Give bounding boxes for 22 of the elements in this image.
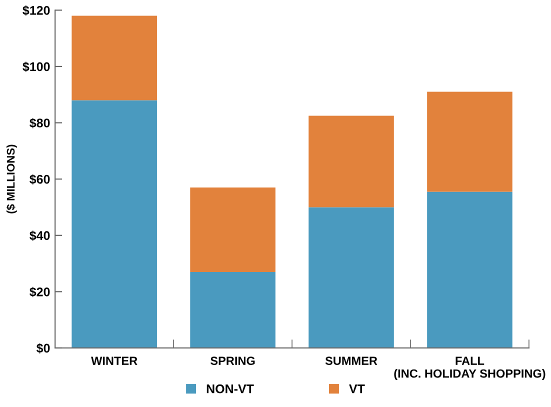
x-tick-label: WINTER xyxy=(91,356,138,365)
y-tick-label: $60 xyxy=(30,174,50,185)
y-tick-label: $80 xyxy=(30,118,50,128)
y-tick-label: $120 xyxy=(22,5,50,16)
x-tick-label: SUMMER xyxy=(325,356,378,365)
bar xyxy=(72,16,157,100)
x-tick-label: FALL (INC. HOLIDAY SHOPPING) xyxy=(394,356,546,380)
bar xyxy=(308,116,394,208)
y-tick-label: $0 xyxy=(36,343,50,354)
bar xyxy=(72,100,157,348)
y-tick-label: $20 xyxy=(30,286,50,298)
bar xyxy=(427,192,512,348)
bar xyxy=(308,207,394,348)
y-tick-label: $40 xyxy=(30,230,50,241)
y-axis-title: ($ MILLIONS) xyxy=(6,144,17,214)
bar xyxy=(190,188,276,272)
bar xyxy=(427,92,512,192)
legend-label: VT xyxy=(349,384,365,394)
x-tick-label: SPRING xyxy=(210,356,255,365)
legend-label: NON-VT xyxy=(206,384,254,394)
y-tick-label: $100 xyxy=(22,62,50,72)
bar xyxy=(190,272,276,348)
